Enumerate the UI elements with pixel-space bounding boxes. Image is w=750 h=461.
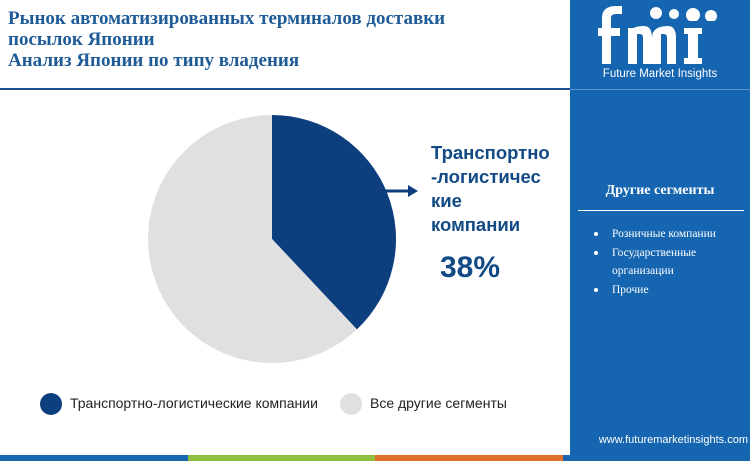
callout-label-line: кие xyxy=(431,190,462,211)
list-item-label: Прочие xyxy=(612,284,649,296)
callout-label-line: компании xyxy=(431,214,521,235)
bottom-bar-segment xyxy=(375,455,563,461)
callout-value: 38% xyxy=(440,251,501,284)
bullet-icon xyxy=(594,288,598,292)
fmi-logo-icon xyxy=(598,6,720,64)
bottom-bar-segment xyxy=(187,455,375,461)
title-divider xyxy=(0,88,570,90)
legend-swatch xyxy=(340,393,362,415)
pie-slice xyxy=(272,115,397,330)
callout-label-line: -логистичес xyxy=(431,166,541,187)
other-segments-heading: Другие сегменты xyxy=(605,183,715,198)
bottom-bar-segment xyxy=(562,455,750,461)
list-item: Прочие xyxy=(590,281,740,299)
other-segments-list: Розничные компании Государственные орган… xyxy=(590,225,740,300)
website-link[interactable]: www.futuremarketinsights.com xyxy=(598,434,748,446)
logo-subtitle: Future Market Insights xyxy=(602,68,718,80)
callout-label: Транспортно -логистичес кие компании xyxy=(431,141,567,237)
arrow-right-icon xyxy=(408,185,418,197)
legend-label: Все другие сегменты xyxy=(370,395,507,411)
bullet-icon xyxy=(594,232,598,236)
title-line-3: Анализ Японии по типу владения xyxy=(8,50,300,71)
list-item: Государственные организации xyxy=(590,244,740,280)
chart-title: Рынок автоматизированных терминалов дост… xyxy=(8,8,563,71)
pie-chart xyxy=(148,115,418,363)
list-item-label: Розничные компании xyxy=(612,228,716,240)
bottom-bar-segment xyxy=(0,455,188,461)
sidebar-panel xyxy=(570,0,750,455)
bullet-icon xyxy=(594,251,598,255)
logo-divider xyxy=(570,89,750,90)
legend-label: Транспортно-логистические компании xyxy=(70,395,318,411)
callout-label-line: Транспортно xyxy=(431,142,550,163)
legend-swatch xyxy=(40,393,62,415)
list-item: Розничные компании xyxy=(590,225,740,243)
bottom-color-bar xyxy=(0,455,750,461)
pie-slice xyxy=(148,115,357,363)
other-segments-divider xyxy=(578,210,744,211)
list-item-label: Государственные организации xyxy=(612,247,697,277)
title-line-1: Рынок автоматизированных терминалов дост… xyxy=(8,8,446,29)
title-line-2: посылок Японии xyxy=(8,29,155,50)
